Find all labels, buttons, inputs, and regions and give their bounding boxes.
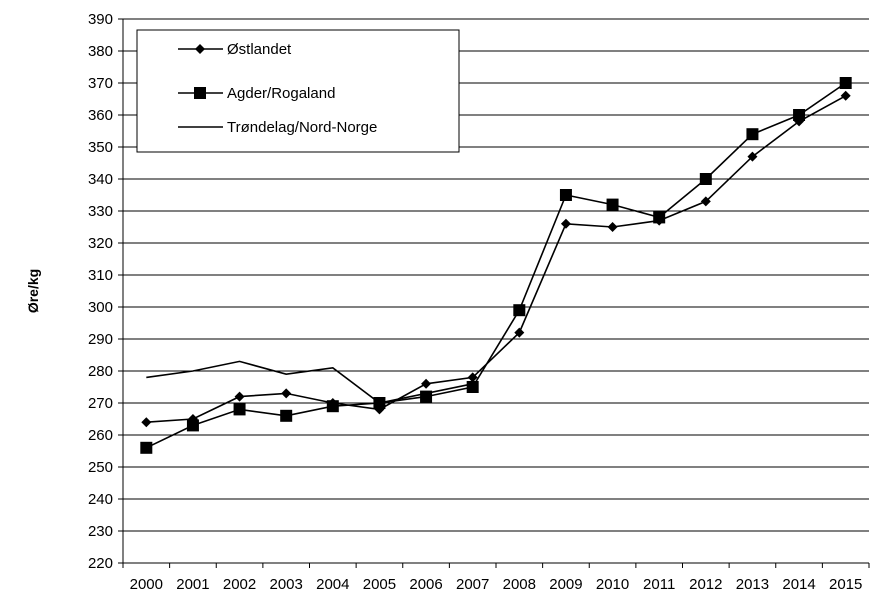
x-tick-label: 2015 xyxy=(829,576,862,593)
x-tick-label: 2011 xyxy=(643,576,675,593)
data-point-diamond xyxy=(421,378,432,389)
series-tr-ndelag-nord-norge xyxy=(146,360,473,404)
data-point-square xyxy=(186,419,199,432)
y-tick-label: 220 xyxy=(88,555,113,572)
x-tick-label: 2012 xyxy=(689,576,722,593)
data-point-diamond xyxy=(607,222,618,232)
x-tick-label: 2007 xyxy=(456,576,489,593)
series-group xyxy=(140,77,852,454)
data-point-square xyxy=(140,441,153,454)
y-tick-label: 330 xyxy=(88,203,113,220)
data-point-square xyxy=(233,403,246,416)
legend-label: Østlandet xyxy=(227,41,292,58)
x-tick-label: 2010 xyxy=(596,576,629,593)
data-point-diamond xyxy=(747,151,758,162)
y-tick-label: 230 xyxy=(88,523,113,540)
y-tick-label: 370 xyxy=(88,75,113,92)
data-point-square xyxy=(513,304,526,317)
data-point-diamond xyxy=(514,327,525,338)
axes xyxy=(118,18,870,568)
data-point-square xyxy=(280,409,293,422)
data-point-diamond xyxy=(700,196,711,207)
gridlines xyxy=(123,18,869,532)
x-tick-label: 2002 xyxy=(223,576,256,593)
x-tick-label: 2003 xyxy=(270,576,303,593)
y-tick-label: 240 xyxy=(88,491,113,508)
data-point-diamond xyxy=(467,372,478,383)
data-point-square xyxy=(466,381,479,393)
y-tick-label: 340 xyxy=(88,171,113,188)
y-tick-label: 250 xyxy=(88,459,113,476)
legend-entry: Østlandet xyxy=(178,41,292,58)
data-point-square xyxy=(606,198,619,211)
legend-box xyxy=(136,29,460,153)
data-point-square xyxy=(653,211,666,224)
x-tick-label: 2014 xyxy=(782,576,815,593)
data-point-diamond xyxy=(234,391,245,402)
data-point-square xyxy=(326,400,339,413)
x-tick-label: 2006 xyxy=(409,576,442,593)
legend-label: Trøndelag/Nord-Norge xyxy=(227,119,377,136)
data-point-square xyxy=(746,128,759,141)
y-tick-label: 320 xyxy=(88,235,113,252)
x-tick-label: 2005 xyxy=(363,576,396,593)
x-tick-labels: 2000 2001 2002 2003 2004 2005 2006 2007 2008 2009… xyxy=(130,576,863,593)
data-point-square xyxy=(194,87,206,99)
legend-label: Agder/Rogaland xyxy=(227,85,335,102)
data-point-diamond xyxy=(141,417,152,428)
y-tick-label: 380 xyxy=(88,43,113,60)
data-point-square xyxy=(559,189,572,201)
data-point-square xyxy=(793,109,806,121)
x-tick-label: 2009 xyxy=(549,576,582,593)
y-tick-label: 300 xyxy=(88,299,113,316)
legend-entry: Trøndelag/Nord-Norge xyxy=(178,119,377,136)
data-point-diamond xyxy=(560,218,571,229)
x-tick-label: 2000 xyxy=(130,576,163,593)
data-point-diamond xyxy=(281,388,292,399)
data-point-square xyxy=(699,173,712,185)
x-tick-label: 2008 xyxy=(503,576,536,593)
data-point-square xyxy=(839,77,852,89)
series-line xyxy=(146,95,847,423)
series-line xyxy=(145,82,847,449)
y-tick-label: 310 xyxy=(88,267,113,284)
x-tick-label: 2001 xyxy=(176,576,209,593)
data-point-diamond xyxy=(195,44,205,54)
y-tick-label: 280 xyxy=(88,363,113,380)
legend: Østlandet Agder/Rogaland Trøndelag/Nord-No… xyxy=(136,29,460,153)
legend-entry: Agder/Rogaland xyxy=(178,85,335,102)
series-line xyxy=(146,360,473,404)
y-axis-label: Øre/kg xyxy=(25,269,41,313)
y-tick-label: 260 xyxy=(88,427,113,444)
y-tick-label: 290 xyxy=(88,331,113,348)
x-tick-label: 2004 xyxy=(316,576,349,593)
data-point-diamond xyxy=(840,90,851,101)
y-tick-label: 350 xyxy=(88,139,113,156)
x-tick-label: 2013 xyxy=(736,576,769,593)
y-tick-label: 360 xyxy=(88,107,113,124)
y-tick-label: 390 xyxy=(88,11,113,28)
y-tick-label: 270 xyxy=(88,395,113,412)
y-tick-labels: 220 230 240 250 260 270 280 290 300 310 320 330 340 3… xyxy=(88,11,113,572)
